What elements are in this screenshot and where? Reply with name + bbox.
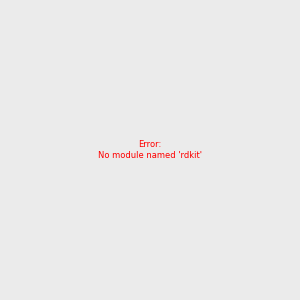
Text: Error:
No module named 'rdkit': Error: No module named 'rdkit' [98, 140, 202, 160]
